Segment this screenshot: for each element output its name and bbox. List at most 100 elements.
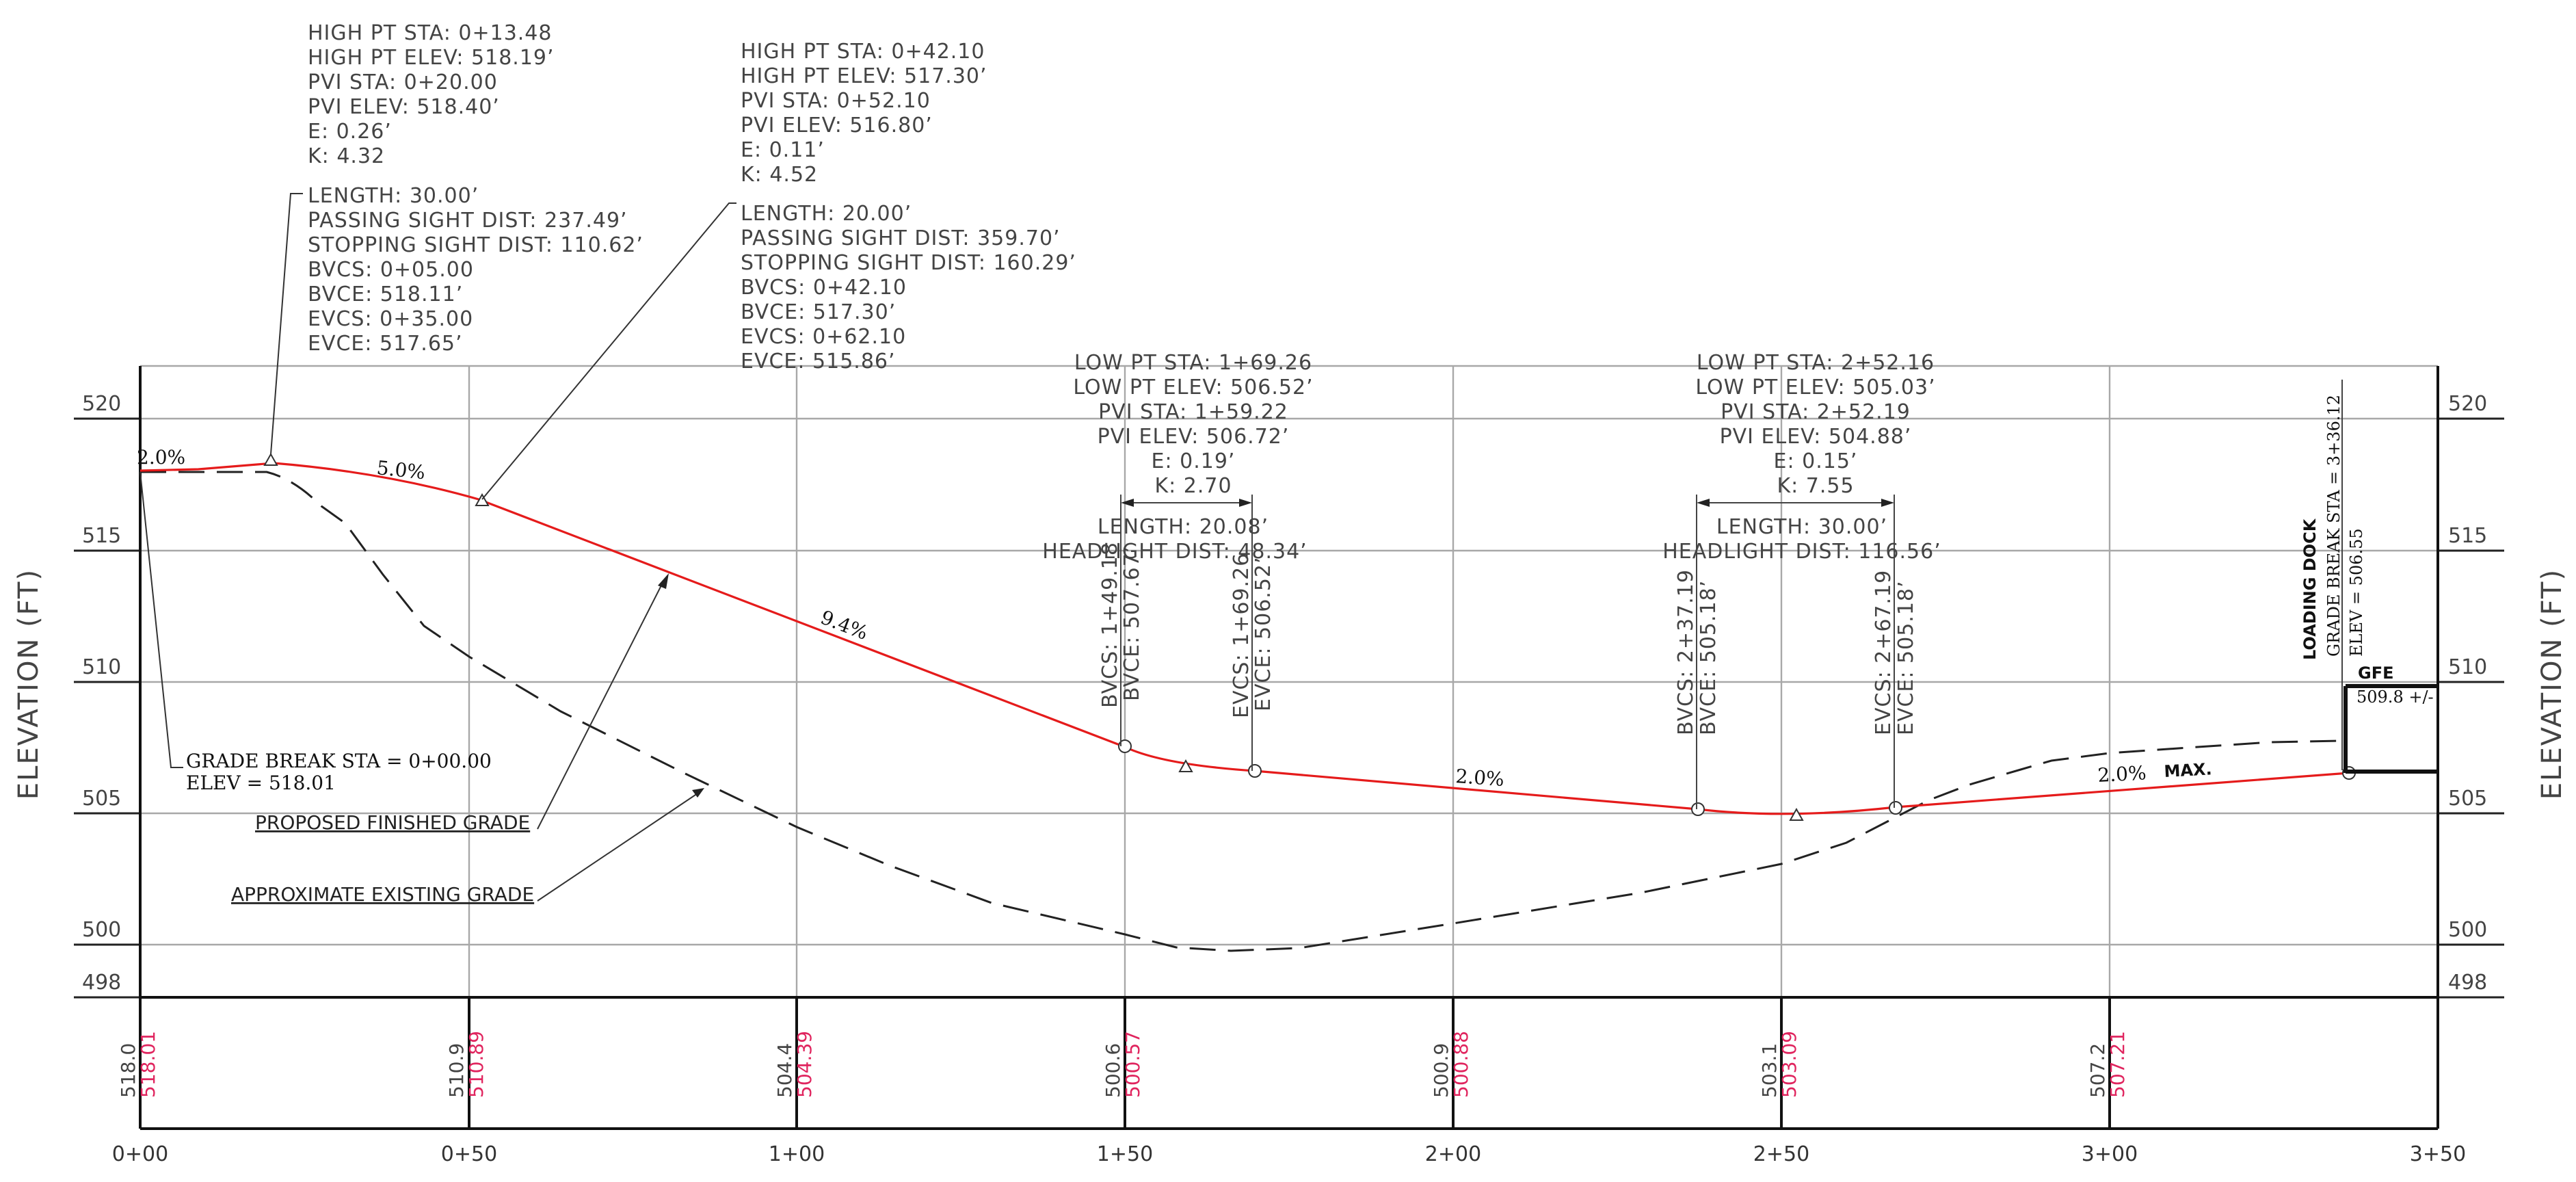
proposed-grade-label: PROPOSED FINISHED GRADE — [255, 811, 530, 834]
leader-line — [270, 193, 303, 455]
annotation-line: K: 2.70 — [1154, 474, 1232, 498]
pvi-marker — [1178, 759, 1193, 772]
arrow-head — [1239, 499, 1252, 507]
y-tick-label: 498 — [2448, 971, 2487, 995]
headlight-distance: HEADLIGHT DIST: 116.56’ — [1662, 540, 1941, 564]
annotation-line: BVCS: 0+42.10 — [741, 276, 907, 300]
elevation-labels-right: 520 515 510 505 500 498 — [2448, 392, 2487, 995]
annotation-line: PVI STA: 0+20.00 — [308, 70, 498, 94]
proposed-grade-line — [140, 462, 2350, 815]
curve-length: LENGTH: 20.08’ — [1098, 515, 1269, 539]
evc-marker — [1248, 764, 1262, 778]
annotation-line: HIGH PT STA: 0+13.48 — [308, 21, 553, 45]
grade-label: 2.0% — [1455, 765, 1505, 791]
y-tick-label: 510 — [82, 655, 121, 679]
loading-dock-label: LOADING DOCK — [2300, 518, 2320, 660]
x-tick-label: 2+50 — [1753, 1142, 1809, 1166]
dock-elev: ELEV = 506.55 — [2347, 528, 2366, 657]
grade-break-sta: GRADE BREAK STA = 0+00.00 — [186, 750, 492, 772]
existing-elev-3: 500.6 — [1102, 1043, 1124, 1098]
proposed-elev-0: 518.01 — [137, 1031, 159, 1098]
annotation-line: STOPPING SIGHT DIST: 110.62’ — [308, 233, 643, 257]
grade-label: 2.0% — [137, 446, 185, 469]
annotation-line: HIGH PT STA: 0+42.10 — [741, 40, 985, 64]
gfe-elevation: 509.8 +/- — [2356, 687, 2434, 707]
high-point-marker — [475, 492, 490, 506]
annotation-line: LOW PT STA: 2+52.16 — [1697, 351, 1935, 375]
existing-elev-6: 507.2 — [2086, 1043, 2109, 1098]
arrow-head — [1121, 499, 1134, 507]
evcs-label: EVCS: 2+67.19 — [1872, 570, 1896, 735]
annotation-line: PVI STA: 2+52.19 — [1721, 400, 1911, 424]
existing-elev-5: 503.1 — [1758, 1043, 1781, 1098]
headlight-distance: HEADLIGHT DIST: 48.34’ — [1042, 540, 1307, 564]
leader-line — [537, 583, 663, 830]
annotation-line: LOW PT ELEV: 506.52’ — [1073, 376, 1313, 399]
elevation-labels-left: 520 515 510 505 500 498 — [82, 392, 121, 995]
annotation-line: HIGH PT ELEV: 517.30’ — [741, 64, 987, 88]
leader-line — [481, 202, 736, 500]
proposed-elev-2: 504.39 — [793, 1031, 816, 1098]
curve-length: LENGTH: 30.00’ — [1716, 515, 1887, 539]
y-tick-label: 500 — [2448, 918, 2487, 942]
loading-dock-annotation: LOADING DOCK GRADE BREAK STA = 3+36.12 E… — [2300, 380, 2438, 774]
annotation-line: LENGTH: 20.00’ — [741, 202, 912, 226]
bvc-marker — [1118, 739, 1132, 753]
arrow-head — [658, 573, 669, 589]
x-tick-label: 3+00 — [2082, 1142, 2138, 1166]
x-tick-label: 0+50 — [441, 1142, 497, 1166]
proposed-elev-1: 510.89 — [465, 1031, 488, 1098]
arrow-head — [1697, 499, 1710, 507]
annotation-line: HIGH PT ELEV: 518.19’ — [308, 46, 555, 70]
vertical-curve-2-annotation: HIGH PT STA: 0+42.10 HIGH PT ELEV: 517.3… — [481, 40, 1076, 500]
evcs-label: EVCS: 1+69.26 — [1230, 553, 1253, 718]
annotation-line: PVI ELEV: 518.40’ — [308, 95, 500, 119]
x-tick-label: 1+50 — [1097, 1142, 1153, 1166]
y-tick-label: 510 — [2448, 655, 2487, 679]
arrow-head — [692, 788, 704, 798]
x-tick-label: 0+00 — [112, 1142, 168, 1166]
proposed-elev-6: 507.21 — [2106, 1031, 2129, 1098]
y-tick-label: 500 — [82, 918, 121, 942]
leader-line — [140, 471, 183, 768]
annotation-line: E: 0.15’ — [1774, 449, 1858, 473]
vertical-curve-4-annotation: LOW PT STA: 2+52.16 LOW PT ELEV: 505.03’… — [1662, 351, 1941, 809]
annotation-line: EVCE: 515.86’ — [741, 350, 896, 373]
annotation-line: E: 0.19’ — [1152, 449, 1236, 473]
y-axis-title-left: ELEVATION (FT) — [13, 568, 44, 800]
x-tick-label: 3+50 — [2410, 1142, 2466, 1166]
annotation-line: PASSING SIGHT DIST: 237.49’ — [308, 209, 628, 233]
dock-grade-break-sta: GRADE BREAK STA = 3+36.12 — [2324, 395, 2343, 657]
high-point-marker — [263, 452, 278, 466]
y-tick-label: 515 — [2448, 524, 2487, 548]
vertical-curve-1-annotation: HIGH PT STA: 0+13.48 HIGH PT ELEV: 518.1… — [270, 21, 643, 455]
elevation-table: 518.0 518.01 510.9 510.89 504.4 504.39 5… — [117, 1031, 2129, 1098]
grid — [74, 365, 2504, 999]
annotation-line: EVCS: 0+35.00 — [308, 307, 473, 331]
low-point-marker — [1789, 807, 1804, 821]
gfe-label: GFE — [2358, 664, 2394, 683]
annotation-line: E: 0.11’ — [741, 138, 825, 162]
bvce-label: BVCE: 505.18’ — [1697, 580, 1721, 735]
bvc-marker — [1691, 802, 1705, 816]
annotation-line: PASSING SIGHT DIST: 359.70’ — [741, 226, 1061, 250]
annotation-line: K: 4.32 — [308, 144, 385, 168]
y-tick-label: 520 — [82, 392, 121, 416]
annotation-line: LOW PT ELEV: 505.03’ — [1695, 376, 1935, 399]
curve-markers — [263, 452, 2356, 821]
existing-elev-4: 500.9 — [1430, 1043, 1452, 1098]
annotation-line: K: 7.55 — [1777, 474, 1854, 498]
bvcs-label: BVCS: 1+49.18 — [1098, 542, 1122, 708]
existing-grade-label: APPROXIMATE EXISTING GRADE — [231, 883, 534, 906]
annotation-line: PVI ELEV: 506.72’ — [1098, 425, 1290, 449]
frame — [139, 366, 2439, 1130]
annotation-line: K: 4.52 — [741, 163, 818, 187]
y-tick-label: 505 — [2448, 787, 2487, 811]
annotation-line: STOPPING SIGHT DIST: 160.29’ — [741, 251, 1076, 275]
station-labels: 0+00 0+50 1+00 1+50 2+00 2+50 3+00 3+50 — [112, 1142, 2466, 1166]
existing-elev-1: 510.9 — [445, 1043, 468, 1098]
annotation-line: E: 0.26’ — [308, 120, 392, 144]
annotation-line: PVI ELEV: 516.80’ — [741, 114, 933, 137]
grade-label: 5.0% — [375, 456, 426, 484]
bvcs-label: BVCS: 2+37.19 — [1674, 569, 1698, 735]
